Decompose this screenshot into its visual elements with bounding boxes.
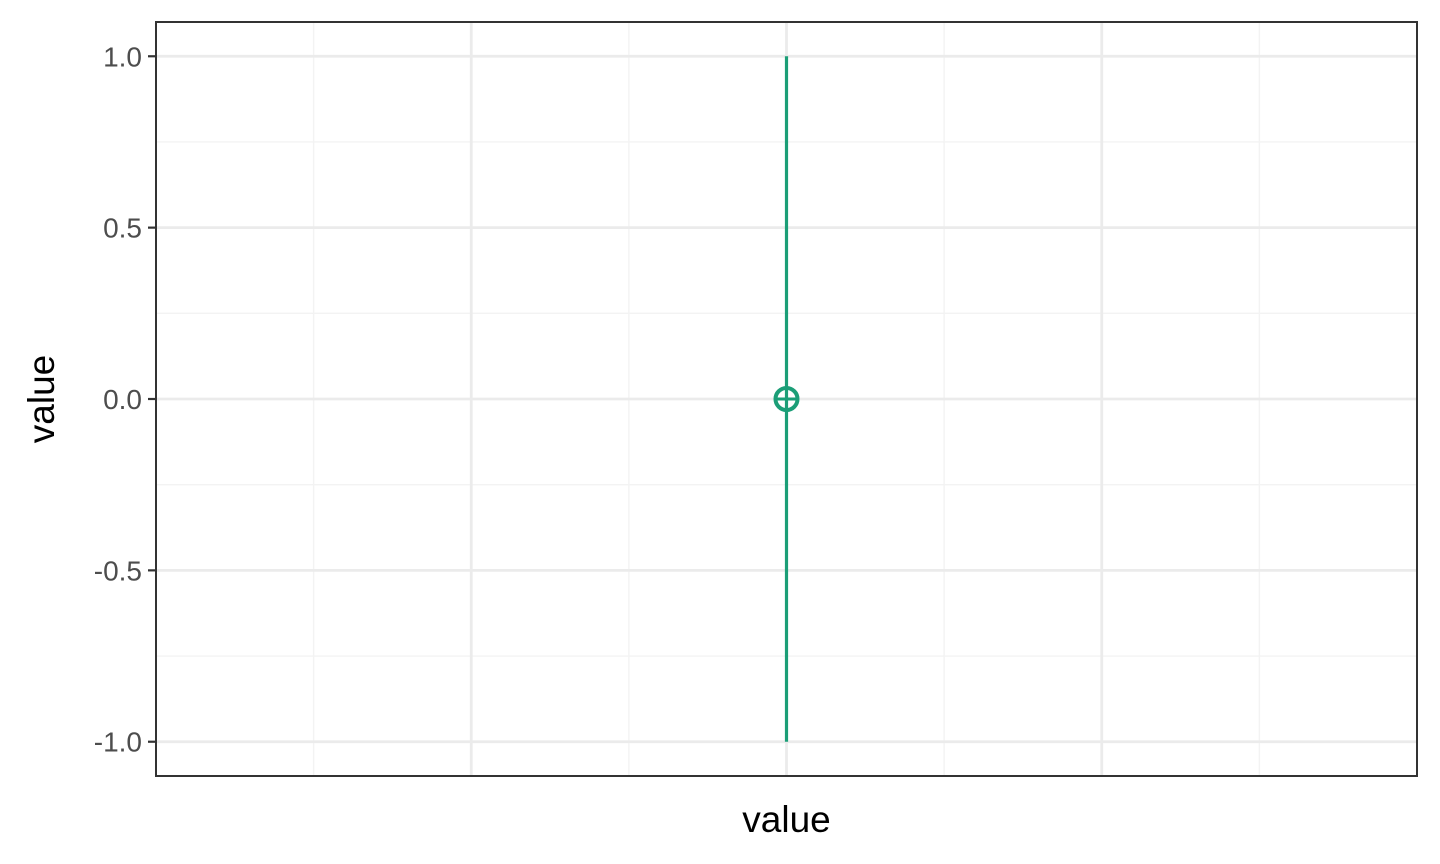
y-tick-label: 1.0 [103, 41, 142, 72]
y-axis: 1.0 0.5 0.0 -0.5 -1.0 [94, 41, 156, 758]
data-marks [773, 56, 800, 742]
y-tick-label: -1.0 [94, 727, 142, 758]
y-tick-label: -0.5 [94, 555, 142, 586]
y-tick-label: 0.5 [103, 213, 142, 244]
x-axis-title: value [742, 799, 830, 840]
y-tick-label: 0.0 [103, 384, 142, 415]
y-axis-title: value [21, 355, 62, 443]
